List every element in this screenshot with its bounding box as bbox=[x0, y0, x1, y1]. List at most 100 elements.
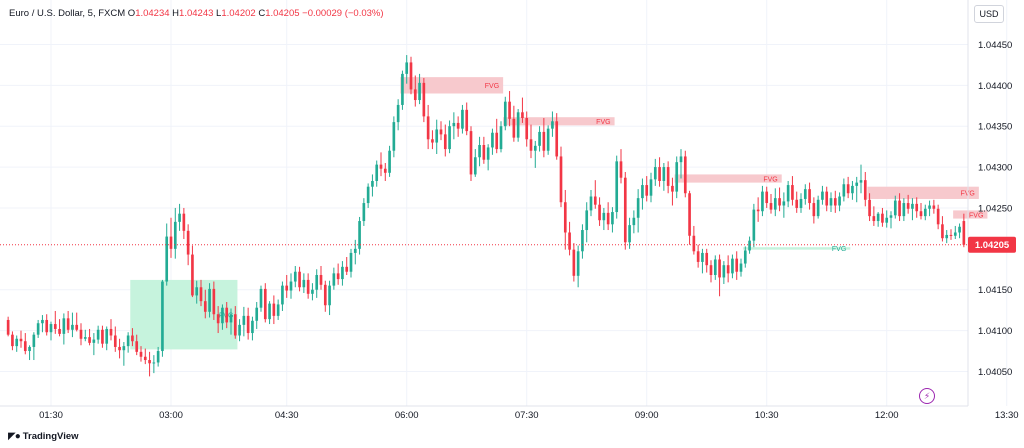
candle-body bbox=[426, 116, 430, 140]
candle-body bbox=[859, 180, 863, 183]
candle-body bbox=[23, 341, 27, 352]
candle-body bbox=[876, 213, 880, 222]
candle-body bbox=[491, 132, 494, 148]
candle-body bbox=[478, 145, 481, 158]
candle-body bbox=[812, 203, 816, 217]
candle-body bbox=[195, 287, 199, 296]
candle-body bbox=[83, 337, 87, 339]
symbol-title[interactable]: Euro / U.S. Dollar, 5, FXCM bbox=[9, 8, 126, 19]
x-tick-label: 04:30 bbox=[275, 410, 299, 421]
candle-body bbox=[75, 324, 79, 330]
candle-body bbox=[555, 121, 559, 157]
candle-body bbox=[173, 221, 177, 249]
candle-body bbox=[512, 118, 516, 138]
close-value: 1.04205 bbox=[265, 8, 300, 19]
candle-body bbox=[113, 335, 117, 347]
candle-body bbox=[653, 167, 657, 180]
candle-body bbox=[662, 167, 666, 181]
candle-body bbox=[396, 104, 400, 123]
candle-body bbox=[615, 161, 619, 213]
candle-body bbox=[452, 122, 456, 127]
candle-body bbox=[469, 131, 473, 175]
candle-body bbox=[486, 147, 490, 160]
candle-body bbox=[88, 337, 91, 343]
candle-body bbox=[683, 156, 687, 194]
candle-body bbox=[19, 338, 23, 342]
fvg-box bbox=[400, 77, 504, 94]
currency-button[interactable]: USD bbox=[974, 5, 1004, 23]
fvg-label: FVG bbox=[596, 119, 610, 126]
x-tick-label: 09:00 bbox=[635, 410, 659, 421]
close-label: C bbox=[258, 8, 266, 19]
x-tick-label: 03:00 bbox=[159, 410, 183, 421]
candle-body bbox=[546, 128, 550, 151]
candle-body bbox=[371, 180, 374, 187]
candle-body bbox=[731, 258, 734, 274]
candle-body bbox=[251, 320, 254, 334]
fvg-box bbox=[503, 117, 615, 126]
candle-body bbox=[418, 82, 421, 101]
candle-body bbox=[529, 139, 533, 151]
candle-body bbox=[379, 164, 383, 169]
candle-body bbox=[431, 139, 434, 143]
candle-body bbox=[508, 101, 511, 119]
candle-body bbox=[949, 234, 953, 236]
tradingview-logo[interactable]: ◤● TradingView bbox=[8, 431, 79, 442]
candle-body bbox=[581, 230, 584, 252]
low-value: 1.04202 bbox=[221, 8, 256, 19]
candle-body bbox=[401, 73, 404, 105]
candle-body bbox=[791, 185, 794, 200]
last-price-label: 1.04205 bbox=[975, 240, 1010, 251]
candle-body bbox=[118, 346, 121, 351]
candle-body bbox=[272, 303, 276, 316]
candle-body bbox=[889, 215, 893, 218]
lightning-icon[interactable]: ⚡ bbox=[919, 388, 935, 404]
candle-body bbox=[799, 198, 803, 208]
candle-body bbox=[846, 184, 850, 194]
candle-body bbox=[306, 279, 310, 294]
candle-body bbox=[178, 213, 181, 222]
candle-body bbox=[105, 328, 109, 344]
high-value: 1.04243 bbox=[179, 8, 214, 19]
candle-body bbox=[225, 307, 229, 323]
candle-body bbox=[606, 212, 610, 225]
candle-body bbox=[521, 112, 524, 119]
candle-body bbox=[349, 252, 353, 272]
candle-body bbox=[945, 234, 949, 239]
candle-body bbox=[666, 167, 670, 186]
candle-body bbox=[443, 134, 447, 150]
tradingview-brand: TradingView bbox=[22, 431, 79, 442]
y-tick-label: 1.04400 bbox=[978, 81, 1012, 92]
candle-body bbox=[392, 122, 396, 151]
candle-body bbox=[902, 203, 906, 217]
candle-body bbox=[366, 186, 370, 204]
candle-body bbox=[383, 168, 387, 173]
fvg-box bbox=[953, 210, 988, 219]
candle-body bbox=[41, 319, 44, 324]
candle-body bbox=[203, 301, 207, 312]
candle-body bbox=[761, 191, 764, 212]
candle-body bbox=[915, 203, 919, 212]
candle-body bbox=[221, 307, 224, 324]
candle-body bbox=[551, 121, 554, 129]
candle-body bbox=[246, 315, 250, 334]
x-tick-label: 13:30 bbox=[995, 410, 1019, 421]
candle-body bbox=[593, 196, 597, 205]
candle-body bbox=[319, 274, 323, 285]
candle-body bbox=[795, 199, 799, 208]
candle-body bbox=[422, 82, 426, 117]
candle-body bbox=[769, 203, 773, 210]
candle-body bbox=[289, 281, 293, 291]
candle-body bbox=[636, 198, 640, 218]
candle-body bbox=[62, 318, 66, 334]
fvg-label: FVG bbox=[763, 176, 777, 183]
candle-body bbox=[456, 122, 460, 129]
x-tick-label: 10:30 bbox=[755, 410, 779, 421]
tradingview-logo-icon: ◤● bbox=[8, 431, 21, 442]
candle-body bbox=[842, 184, 846, 197]
candle-body bbox=[152, 362, 156, 364]
candle-body bbox=[28, 346, 31, 352]
candle-body bbox=[281, 285, 284, 305]
fvg-label: FVG bbox=[832, 246, 846, 253]
